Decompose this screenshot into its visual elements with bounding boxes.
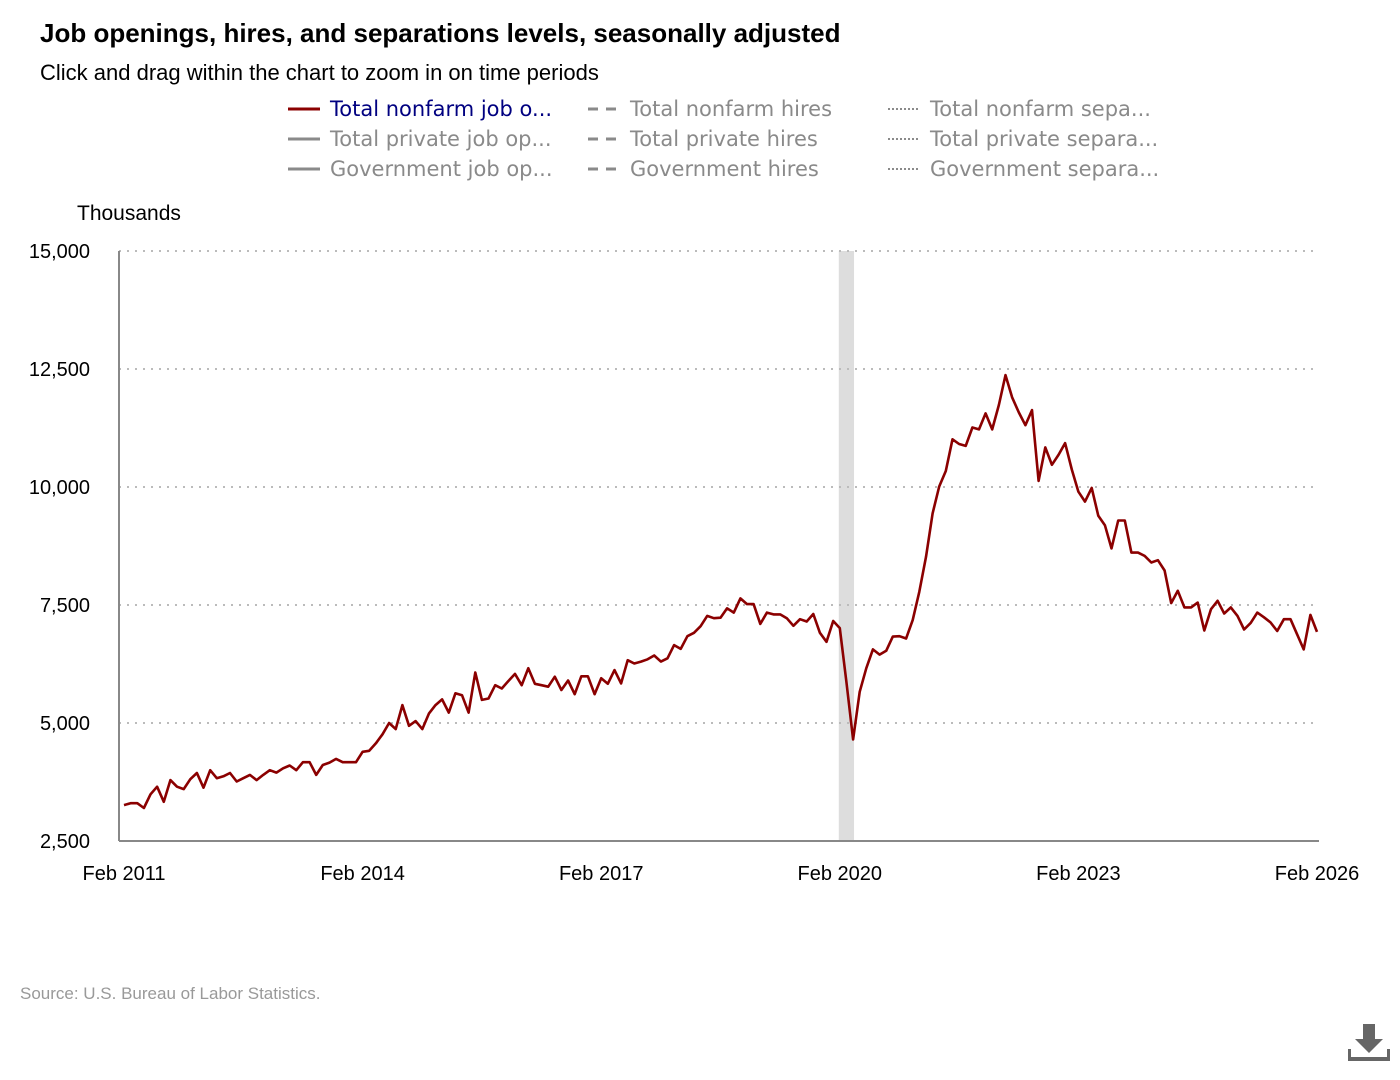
legend: Total nonfarm job o... Total nonfarm hire… <box>288 97 1159 181</box>
legend-label: Total nonfarm job o... <box>329 97 552 121</box>
legend-item[interactable]: Government separa... <box>888 157 1159 181</box>
legend-label: Total private separa... <box>929 127 1158 151</box>
legend-item[interactable]: Total private separa... <box>888 127 1158 151</box>
legend-item[interactable]: Total private job op... <box>288 127 552 151</box>
legend-label: Government separa... <box>930 157 1159 181</box>
legend-label: Total private hires <box>629 127 818 151</box>
x-tick-label: Feb 2020 <box>798 863 883 885</box>
legend-item[interactable]: Total nonfarm sepa... <box>888 97 1151 121</box>
y-axis-label: Thousands <box>77 202 181 225</box>
source-note: Source: U.S. Bureau of Labor Statistics. <box>20 984 320 1003</box>
series-line-0[interactable] <box>123 373 1319 810</box>
x-tick-label: Feb 2014 <box>320 863 405 885</box>
chart-subtitle: Click and drag within the chart to zoom … <box>40 60 599 85</box>
recession-band <box>838 251 855 841</box>
recession-shading <box>838 251 855 841</box>
y-tick-label: 12,500 <box>29 359 90 381</box>
legend-item[interactable]: Government hires <box>588 157 819 181</box>
series-group <box>123 373 1319 810</box>
x-tick-label: Feb 2011 <box>82 863 165 885</box>
legend-item[interactable]: Total private hires <box>588 127 818 151</box>
legend-label: Total private job op... <box>329 127 552 151</box>
legend-label: Government job op... <box>330 157 553 181</box>
x-tick-label: Feb 2023 <box>1036 863 1121 885</box>
legend-item[interactable]: Total nonfarm hires <box>588 97 832 121</box>
legend-item[interactable]: Government job op... <box>288 157 553 181</box>
chart-title: Job openings, hires, and separations lev… <box>40 18 841 48</box>
legend-label: Total nonfarm hires <box>629 97 832 121</box>
y-tick-label: 7,500 <box>40 595 90 617</box>
legend-label: Total nonfarm sepa... <box>929 97 1151 121</box>
legend-item[interactable]: Total nonfarm job o... <box>288 97 552 121</box>
x-tick-label: Feb 2026 <box>1275 863 1360 885</box>
legend-label: Government hires <box>630 157 819 181</box>
y-tick-label: 2,500 <box>40 831 90 853</box>
y-tick-label: 15,000 <box>29 241 90 263</box>
y-axis-ticks: 2,500 5,000 7,500 10,000 12,500 15,000 <box>29 241 90 853</box>
x-axis-ticks: Feb 2011 Feb 2014 Feb 2017 Feb 2020 Feb 2023… <box>82 863 1359 885</box>
download-icon[interactable] <box>1348 1024 1390 1061</box>
x-tick-label: Feb 2017 <box>559 863 644 885</box>
gridlines <box>119 250 1319 724</box>
y-tick-label: 5,000 <box>40 713 90 735</box>
y-tick-label: 10,000 <box>29 477 90 499</box>
